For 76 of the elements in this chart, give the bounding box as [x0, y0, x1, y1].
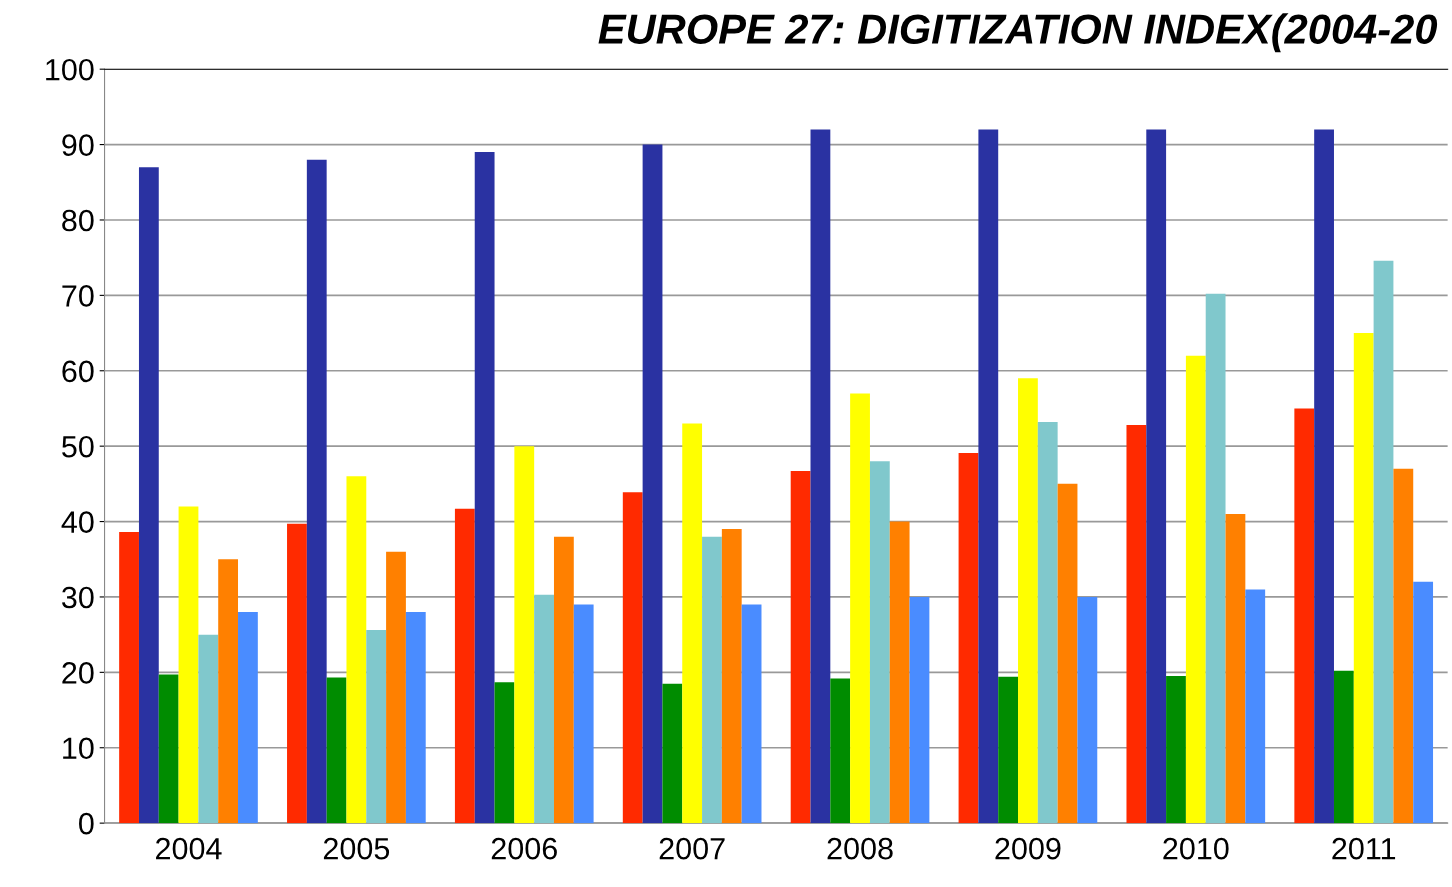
bar — [978, 129, 999, 824]
bar — [1185, 355, 1206, 824]
x-tick-label: 2004 — [156, 837, 222, 860]
x-tick-label: 2006 — [491, 837, 557, 860]
x-tick-label: 2009 — [995, 837, 1061, 860]
y-tick-label: 10 — [63, 737, 94, 760]
bar — [830, 678, 851, 824]
bar — [1314, 129, 1334, 824]
bar — [790, 471, 811, 824]
bar — [721, 529, 742, 824]
bar — [642, 144, 663, 824]
bar — [474, 152, 495, 824]
bar — [158, 674, 179, 824]
x-tick-label: 2010 — [1163, 837, 1229, 860]
x-tick-label: 2011 — [1332, 837, 1396, 860]
bar — [386, 551, 406, 824]
bar — [1077, 596, 1098, 824]
bar — [514, 446, 535, 824]
bar — [850, 393, 870, 824]
bar — [198, 634, 219, 824]
y-tick-label: 30 — [62, 586, 94, 609]
bar — [238, 612, 258, 824]
bar — [682, 423, 703, 824]
bar — [1126, 425, 1147, 824]
bar — [622, 492, 643, 824]
bar — [702, 536, 722, 824]
y-tick-label: 50 — [62, 435, 94, 458]
bar — [1146, 129, 1167, 824]
bar — [346, 476, 367, 824]
bar — [553, 536, 574, 824]
y-tick-label: 80 — [62, 209, 94, 232]
bar — [1205, 293, 1226, 824]
bar — [1294, 408, 1315, 824]
bar — [662, 683, 683, 824]
bar — [306, 159, 327, 824]
bar — [1373, 260, 1394, 824]
bar — [1333, 670, 1354, 824]
y-tick-label: 90 — [62, 134, 94, 156]
x-tick-label: 2008 — [827, 837, 893, 860]
bar — [998, 676, 1019, 824]
bar — [326, 677, 347, 824]
bar — [287, 523, 307, 824]
bar — [405, 612, 426, 824]
bar — [1018, 378, 1038, 824]
bar — [1413, 581, 1434, 824]
bar — [1166, 676, 1186, 824]
bar — [1245, 589, 1266, 824]
bar — [178, 506, 199, 824]
chart-title: EUROPE 27: DIGITIZATION INDEX(2004-20 — [598, 13, 1438, 53]
bar — [741, 604, 762, 824]
bar — [119, 532, 139, 824]
bar — [366, 630, 387, 824]
y-tick-label: 100 — [46, 58, 94, 81]
bar — [138, 167, 159, 824]
bar — [1225, 514, 1246, 824]
bar — [494, 682, 515, 824]
y-tick-label: 20 — [62, 662, 94, 684]
y-tick-label: 0 — [79, 812, 94, 835]
x-tick-label: 2005 — [323, 837, 390, 860]
bar — [534, 594, 554, 824]
bar — [958, 452, 979, 824]
bar — [869, 461, 890, 824]
y-tick-label: 40 — [61, 511, 94, 533]
bar — [218, 559, 239, 824]
bar — [454, 508, 475, 824]
bar — [1037, 422, 1058, 824]
bar — [810, 129, 831, 824]
bar — [573, 604, 594, 824]
y-tick-label: 70 — [62, 285, 94, 307]
bar — [889, 521, 910, 824]
x-tick-label: 2007 — [659, 837, 725, 860]
bar — [909, 596, 930, 824]
bar — [1393, 468, 1414, 824]
bar — [1057, 483, 1078, 824]
bar — [1353, 333, 1374, 824]
y-tick-label: 60 — [62, 360, 94, 383]
